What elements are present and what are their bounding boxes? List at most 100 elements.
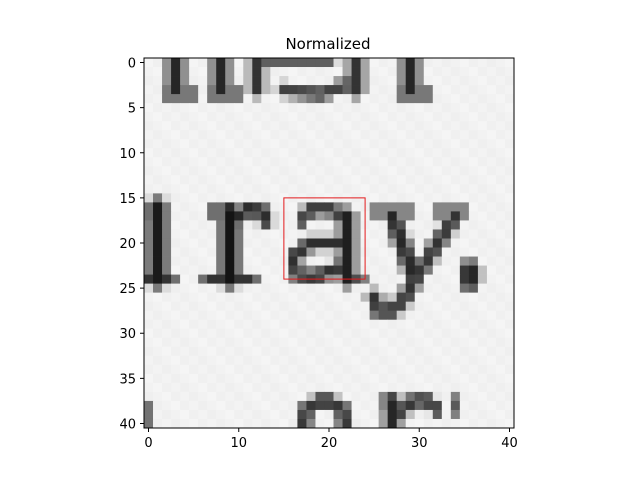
heatmap-cell bbox=[378, 202, 389, 212]
heatmap-cell bbox=[441, 337, 452, 348]
heatmap-cell bbox=[306, 85, 316, 95]
heatmap-cell bbox=[432, 211, 443, 221]
heatmap-cell bbox=[495, 184, 506, 194]
heatmap-cell bbox=[405, 292, 416, 303]
heatmap-cell bbox=[351, 175, 361, 185]
heatmap-cell bbox=[270, 211, 280, 221]
heatmap-cell bbox=[396, 130, 407, 140]
heatmap-cell bbox=[252, 346, 262, 357]
heatmap-cell bbox=[252, 238, 262, 248]
heatmap-cell bbox=[189, 391, 199, 402]
heatmap-cell bbox=[189, 67, 199, 77]
heatmap-cell bbox=[162, 373, 172, 384]
heatmap-cell bbox=[423, 157, 434, 167]
heatmap-cell bbox=[414, 292, 425, 303]
heatmap-cell bbox=[432, 94, 443, 104]
heatmap-cell bbox=[279, 373, 289, 384]
heatmap-cell bbox=[333, 382, 343, 393]
heatmap-cell bbox=[315, 139, 325, 149]
heatmap-cell bbox=[270, 364, 280, 375]
heatmap-cell bbox=[333, 346, 343, 357]
heatmap-cell bbox=[153, 166, 163, 176]
heatmap-cell bbox=[441, 319, 452, 330]
heatmap-cell bbox=[396, 175, 407, 185]
heatmap-cell bbox=[387, 184, 398, 194]
heatmap-cell bbox=[288, 400, 298, 411]
heatmap-cell bbox=[387, 85, 398, 95]
heatmap-cell bbox=[450, 283, 461, 294]
heatmap-cell bbox=[342, 328, 352, 339]
heatmap-cell bbox=[225, 85, 235, 95]
heatmap-cell bbox=[423, 202, 434, 212]
heatmap-cell bbox=[414, 103, 425, 113]
heatmap-cell bbox=[432, 382, 443, 393]
heatmap-cell bbox=[333, 400, 343, 411]
heatmap-cell bbox=[369, 103, 380, 113]
heatmap-cell bbox=[378, 346, 389, 357]
heatmap-cell bbox=[216, 58, 226, 68]
heatmap-cell bbox=[468, 103, 479, 113]
heatmap-cell bbox=[315, 121, 325, 131]
heatmap-cell bbox=[387, 391, 398, 402]
heatmap-cell bbox=[360, 418, 371, 429]
heatmap-cell bbox=[270, 175, 280, 185]
heatmap-cell bbox=[459, 76, 470, 86]
heatmap-cell bbox=[378, 229, 389, 239]
heatmap-cell bbox=[333, 229, 343, 239]
heatmap-cell bbox=[171, 238, 181, 248]
heatmap-cell bbox=[414, 373, 425, 384]
heatmap-cell bbox=[477, 400, 488, 411]
heatmap-cell bbox=[450, 382, 461, 393]
heatmap-cell bbox=[333, 418, 343, 429]
heatmap-cell bbox=[486, 229, 497, 239]
heatmap-cell bbox=[468, 391, 479, 402]
heatmap-cell bbox=[207, 112, 217, 122]
heatmap-cell bbox=[252, 382, 262, 393]
heatmap-cell bbox=[270, 274, 280, 285]
heatmap-cell bbox=[207, 94, 217, 104]
heatmap-cell bbox=[144, 103, 154, 113]
heatmap-cell bbox=[459, 292, 470, 303]
heatmap-cell bbox=[171, 328, 181, 339]
heatmap-cell bbox=[486, 67, 497, 77]
heatmap-cell bbox=[360, 148, 371, 158]
heatmap-cell bbox=[279, 94, 289, 104]
heatmap-cell bbox=[414, 94, 425, 104]
heatmap-cell bbox=[477, 274, 488, 285]
heatmap-cell bbox=[153, 337, 163, 348]
heatmap-cell bbox=[288, 157, 298, 167]
heatmap-cell bbox=[342, 220, 352, 230]
heatmap-cell bbox=[432, 238, 443, 248]
heatmap-cell bbox=[324, 346, 334, 357]
heatmap-cell bbox=[207, 85, 217, 95]
heatmap-cell bbox=[216, 265, 226, 275]
heatmap-cell bbox=[468, 292, 479, 303]
heatmap-cell bbox=[414, 130, 425, 140]
heatmap-cell bbox=[414, 220, 425, 230]
heatmap-cell bbox=[252, 418, 262, 429]
heatmap-cell bbox=[225, 355, 235, 366]
heatmap-cell bbox=[432, 337, 443, 348]
heatmap-cell bbox=[423, 76, 434, 86]
heatmap-cell bbox=[468, 418, 479, 429]
heatmap-cell bbox=[432, 301, 443, 312]
heatmap-cell bbox=[378, 112, 389, 122]
heatmap-cell bbox=[333, 391, 343, 402]
heatmap-cell bbox=[288, 211, 298, 221]
heatmap-cell bbox=[216, 256, 226, 266]
heatmap-cell bbox=[225, 337, 235, 348]
heatmap-cell bbox=[243, 382, 253, 393]
heatmap-cell bbox=[450, 112, 461, 122]
heatmap-cell bbox=[153, 67, 163, 77]
heatmap-cell bbox=[342, 229, 352, 239]
heatmap-cell bbox=[243, 184, 253, 194]
heatmap-cell bbox=[234, 256, 244, 266]
heatmap-cell bbox=[306, 400, 316, 411]
heatmap-cell bbox=[324, 319, 334, 330]
heatmap-cell bbox=[171, 373, 181, 384]
heatmap-cell bbox=[441, 148, 452, 158]
heatmap-cell bbox=[333, 175, 343, 185]
heatmap-cell bbox=[468, 319, 479, 330]
heatmap-cell bbox=[423, 175, 434, 185]
heatmap-cell bbox=[342, 418, 352, 429]
